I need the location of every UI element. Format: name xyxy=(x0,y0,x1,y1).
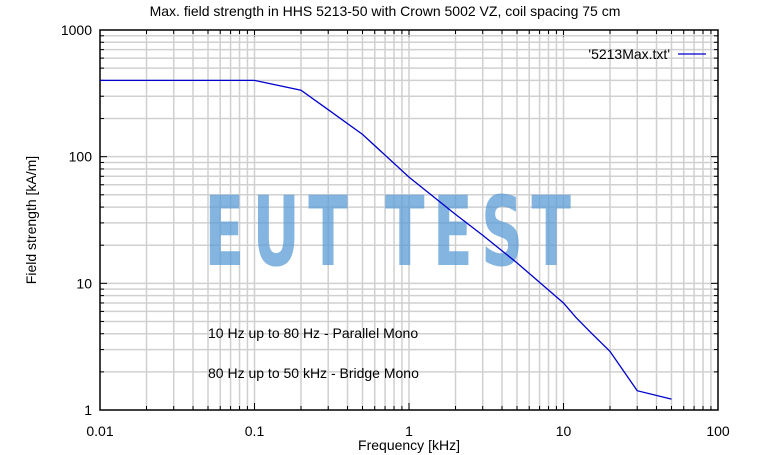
x-tick-label: 0.01 xyxy=(86,423,113,439)
watermark-text: EUT TEST xyxy=(205,176,580,288)
annotation-text: 10 Hz up to 80 Hz - Parallel Mono xyxy=(208,325,418,341)
x-tick-label: 100 xyxy=(706,423,730,439)
x-axis-label: Frequency [kHz] xyxy=(358,437,460,453)
axes-frame xyxy=(99,29,719,411)
y-tick-label: 1 xyxy=(84,402,92,418)
y-tick-label: 100 xyxy=(69,149,93,165)
y-tick-label: 1000 xyxy=(61,22,92,38)
grid-lines xyxy=(99,30,718,411)
annotation-text: 80 Hz up to 50 kHz - Bridge Mono xyxy=(208,365,419,381)
data-line xyxy=(100,79,672,400)
chart-title: Max. field strength in HHS 5213-50 with … xyxy=(149,3,621,19)
legend-label: '5213Max.txt' xyxy=(588,46,670,62)
x-tick-label: 1 xyxy=(405,423,413,439)
y-tick-label: 10 xyxy=(76,275,92,291)
legend: '5213Max.txt' xyxy=(588,46,706,62)
x-tick-label: 10 xyxy=(556,423,572,439)
x-tick-label: 0.1 xyxy=(245,423,265,439)
